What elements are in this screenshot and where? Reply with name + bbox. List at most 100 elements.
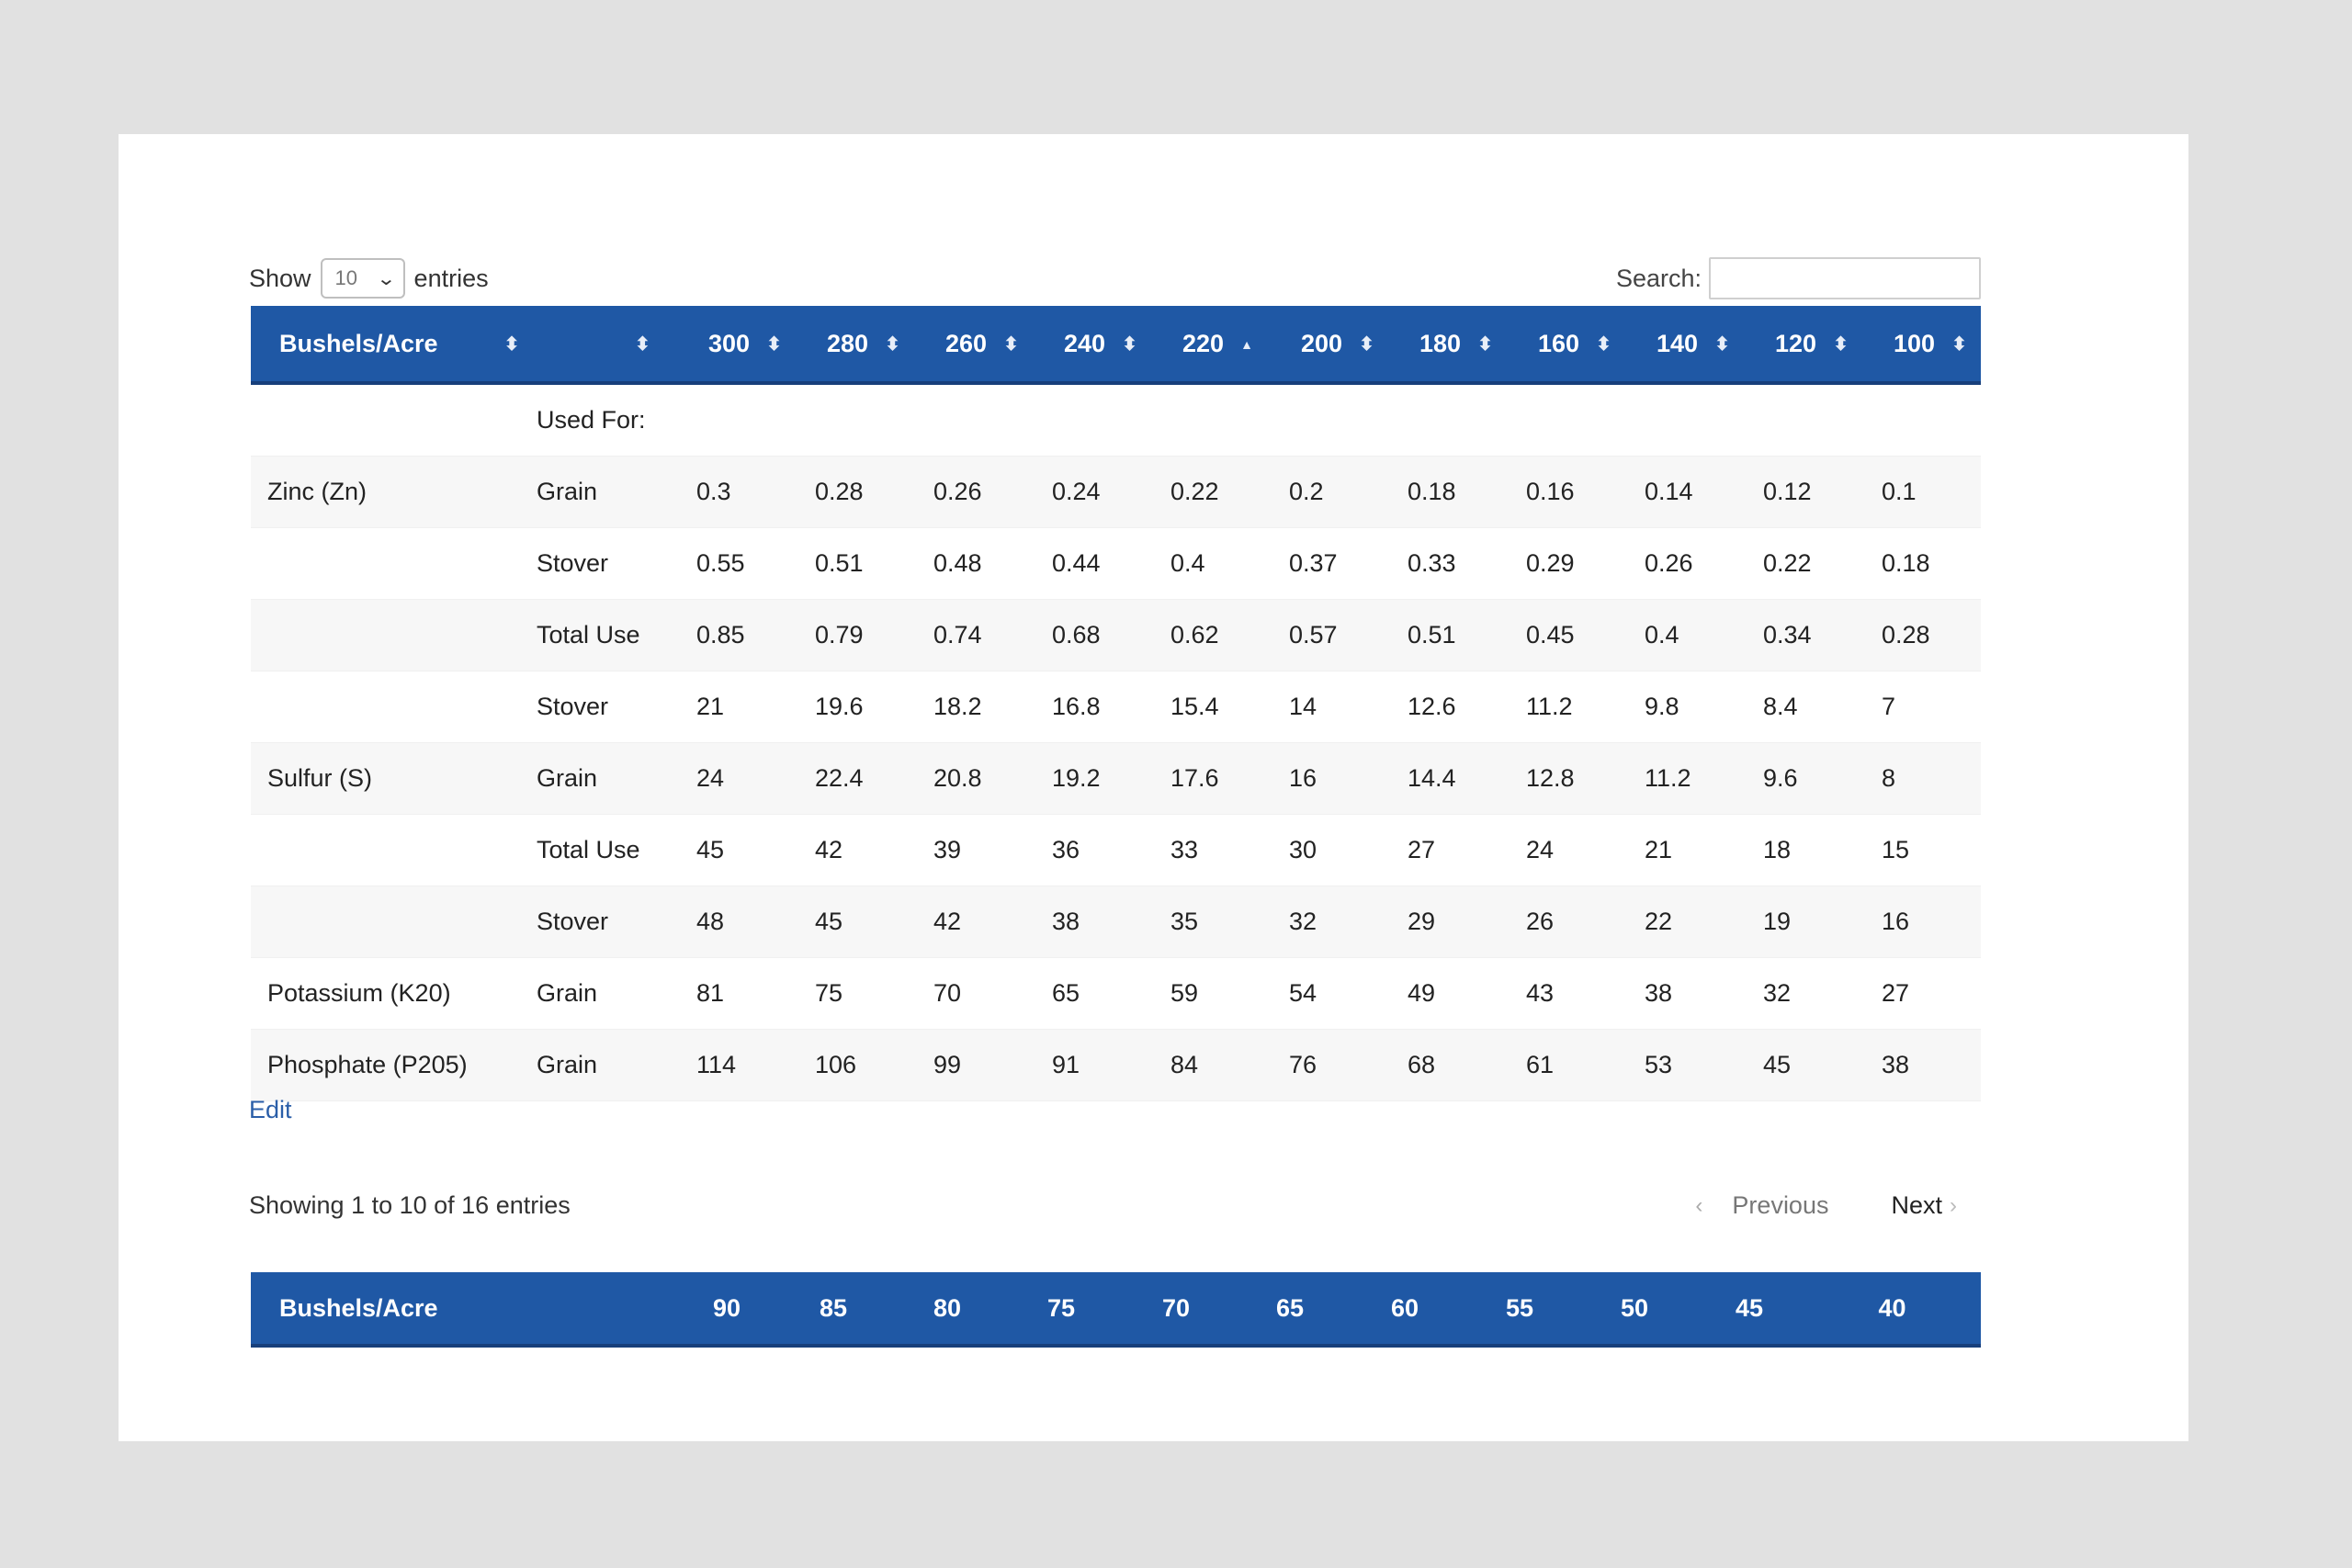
value-cell: 0.26 <box>1645 549 1693 577</box>
column-header-200[interactable]: 200 ⬍ <box>1268 306 1386 385</box>
used-for-cell: Grain <box>537 979 598 1007</box>
column-header-160[interactable]: 160 ⬍ <box>1505 306 1623 385</box>
value-cell: 106 <box>815 1051 857 1078</box>
entries-select[interactable]: 10 ⌄ <box>320 258 405 299</box>
value-cell: 30 <box>1289 836 1317 863</box>
entries-select-value: 10 <box>334 266 358 289</box>
chevron-left-icon: ‹ <box>1695 1192 1703 1218</box>
column-header-70[interactable]: 70 <box>1116 1272 1236 1348</box>
value-cell: 114 <box>696 1051 737 1078</box>
value-cell: 0.4 <box>1170 549 1205 577</box>
column-header-100[interactable]: 100 ⬍ <box>1860 306 1981 385</box>
sort-icon: ⬍ <box>1122 334 1137 355</box>
value-cell <box>1268 383 1386 457</box>
table-row: Stover 48 45 42 38 35 32 29 26 22 19 16 <box>251 886 1981 958</box>
value-cell: 0.37 <box>1289 549 1338 577</box>
value-cell: 15 <box>1882 836 1910 863</box>
column-header-75[interactable]: 75 <box>1006 1272 1116 1348</box>
column-header-bushels-acre[interactable]: Bushels/Acre ⬍ <box>251 306 520 385</box>
next-button[interactable]: Next › <box>1891 1191 1957 1220</box>
pagination: ‹ Previous Next › <box>1695 1191 1957 1220</box>
value-cell: 9.8 <box>1645 693 1679 720</box>
value-cell: 19 <box>1763 908 1792 935</box>
value-cell: 84 <box>1170 1051 1199 1078</box>
column-header-label: 220 <box>1182 329 1225 357</box>
value-cell: 38 <box>1645 979 1673 1007</box>
column-header-240[interactable]: 240 ⬍ <box>1031 306 1149 385</box>
sort-icon: ⬍ <box>1359 334 1374 355</box>
column-header-40[interactable]: 40 <box>1804 1272 1981 1348</box>
value-cell: 0.18 <box>1408 478 1456 505</box>
value-cell: 18 <box>1763 836 1792 863</box>
nutrient-cell <box>251 383 517 457</box>
value-cell: 16.8 <box>1052 693 1101 720</box>
column-header-80[interactable]: 80 <box>888 1272 1006 1348</box>
column-header-label: Bushels/Acre <box>279 329 438 357</box>
column-header-label: 180 <box>1419 329 1462 357</box>
value-cell <box>1623 383 1742 457</box>
value-cell: 0.22 <box>1170 478 1219 505</box>
table-row: Total Use 45 42 39 36 33 30 27 24 21 18 15 <box>251 815 1981 886</box>
value-cell: 12.6 <box>1408 693 1456 720</box>
second-table: Bushels/Acre 90 85 80 75 70 65 60 55 50 45 40 <box>251 1272 1981 1348</box>
value-cell <box>794 383 912 457</box>
column-header-260[interactable]: 260 ⬍ <box>912 306 1031 385</box>
value-cell: 17.6 <box>1170 764 1219 792</box>
value-cell: 0.26 <box>933 478 982 505</box>
nutrient-cell <box>251 528 517 600</box>
value-cell: 0.22 <box>1763 549 1812 577</box>
used-for-cell: Grain <box>537 478 598 505</box>
value-cell: 0.55 <box>696 549 745 577</box>
value-cell: 11.2 <box>1526 693 1573 720</box>
value-cell: 24 <box>1526 836 1555 863</box>
value-cell: 0.18 <box>1882 549 1930 577</box>
column-header-55[interactable]: 55 <box>1465 1272 1574 1348</box>
value-cell: 18.2 <box>933 693 982 720</box>
column-header-280[interactable]: 280 ⬍ <box>794 306 912 385</box>
search-control: Search: <box>1616 255 1981 301</box>
search-input[interactable] <box>1709 257 1981 299</box>
sort-icon: ⬍ <box>503 334 520 355</box>
column-header-60[interactable]: 60 <box>1344 1272 1465 1348</box>
column-header-140[interactable]: 140 ⬍ <box>1623 306 1742 385</box>
table-row: Zinc (Zn) Grain 0.3 0.28 0.26 0.24 0.22 0.2 0.18… <box>251 456 1981 528</box>
column-header-label: 260 <box>945 329 988 357</box>
value-cell: 8 <box>1882 764 1896 792</box>
value-cell: 0.85 <box>696 621 745 649</box>
value-cell: 0.79 <box>815 621 864 649</box>
value-cell: 15.4 <box>1170 693 1219 720</box>
nutrient-cell: Phosphate (P205) <box>267 1051 468 1078</box>
column-header-220[interactable]: 220 ▲ <box>1149 306 1268 385</box>
value-cell: 27 <box>1882 979 1910 1007</box>
value-cell: 0.14 <box>1645 478 1693 505</box>
used-for-cell: Stover <box>537 693 609 720</box>
column-header-50[interactable]: 50 <box>1574 1272 1695 1348</box>
value-cell: 48 <box>696 908 725 935</box>
value-cell: 36 <box>1052 836 1080 863</box>
value-cell: 35 <box>1170 908 1199 935</box>
entries-label: entries <box>413 264 489 292</box>
column-header-90[interactable]: 90 <box>675 1272 778 1348</box>
column-header-45[interactable]: 45 <box>1695 1272 1804 1348</box>
column-header-blank[interactable] <box>517 1272 675 1348</box>
value-cell: 42 <box>815 836 843 863</box>
value-cell: 0.62 <box>1170 621 1219 649</box>
column-header-300[interactable]: 300 ⬍ <box>675 306 794 385</box>
sort-icon: ⬍ <box>1951 334 1967 355</box>
value-cell: 14 <box>1289 693 1317 720</box>
column-header-bushels-acre[interactable]: Bushels/Acre <box>251 1272 517 1348</box>
column-header-120[interactable]: 120 ⬍ <box>1742 306 1860 385</box>
column-header-used-for[interactable]: ⬍ <box>517 306 675 385</box>
table-row: Stover 21 19.6 18.2 16.8 15.4 14 12.6 11.2 9.8 8.4… <box>251 671 1981 743</box>
column-header-180[interactable]: 180 ⬍ <box>1386 306 1505 385</box>
column-header-65[interactable]: 65 <box>1236 1272 1344 1348</box>
column-header-label: 280 <box>827 329 869 357</box>
value-cell: 9.6 <box>1763 764 1798 792</box>
value-cell: 32 <box>1763 979 1792 1007</box>
table-info: Showing 1 to 10 of 16 entries <box>249 1191 571 1219</box>
chevron-right-icon: › <box>1950 1192 1957 1218</box>
previous-button[interactable]: ‹ Previous <box>1695 1191 1828 1220</box>
edit-link[interactable]: Edit <box>249 1096 292 1123</box>
column-header-85[interactable]: 85 <box>778 1272 888 1348</box>
value-cell: 81 <box>696 979 725 1007</box>
